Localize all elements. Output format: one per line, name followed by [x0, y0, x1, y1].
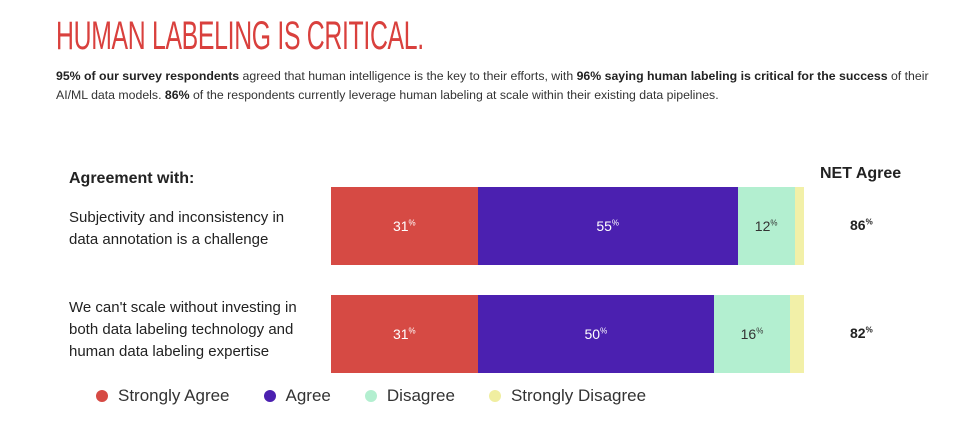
- legend-label: Strongly Agree: [118, 386, 230, 405]
- legend-swatch: [364, 390, 377, 402]
- intro-text: 95% of our survey respondents agreed tha…: [56, 69, 929, 102]
- bar-segment-strongly-agree: 31%: [331, 187, 478, 265]
- legend-label: Disagree: [386, 386, 455, 405]
- legend: Strongly Agree Agree Disagree Strongly Disa…: [96, 386, 680, 406]
- net-agree-header: NET Agree: [820, 165, 902, 182]
- page-title: HUMAN LABELING IS CRITICAL.: [56, 14, 424, 58]
- data-label: 50%: [584, 326, 608, 342]
- category-label: Subjectivity and inconsistency in data a…: [69, 209, 285, 248]
- bar-row: 31% 55% 12%: [331, 187, 804, 265]
- legend-item: Agree: [263, 386, 331, 406]
- legend-swatch: [96, 390, 108, 402]
- legend-item: Strongly Disagree: [488, 386, 647, 406]
- data-label: 16%: [740, 326, 764, 342]
- legend-item: Disagree: [364, 386, 455, 406]
- bar-segment-disagree: 12%: [737, 187, 795, 265]
- bar-row: 31% 50% 16%: [331, 295, 804, 373]
- chart-header: Agreement with:: [69, 170, 195, 187]
- bar-segment-agree: 55%: [477, 187, 738, 265]
- bar-segment-agree: 50%: [477, 295, 715, 373]
- bar-segment-strongly-agree: 31%: [331, 295, 478, 373]
- legend-item: Strongly Agree: [96, 386, 230, 406]
- legend-label: Strongly Disagree: [510, 386, 647, 405]
- data-label: 31%: [392, 218, 416, 234]
- data-label: 31%: [392, 326, 416, 342]
- net-agree-value: 82%: [850, 325, 873, 341]
- category-label: We can't scale without investing in both…: [69, 299, 297, 360]
- bar-segment-strongly-disagree: [789, 295, 804, 373]
- bar-segment-disagree: 16%: [714, 295, 790, 373]
- net-agree-value: 86%: [850, 217, 873, 233]
- data-label: 55%: [596, 218, 620, 234]
- legend-swatch: [263, 390, 276, 402]
- bar-segment-strongly-disagree: [794, 187, 804, 265]
- data-label: 12%: [754, 218, 778, 234]
- legend-swatch: [488, 390, 501, 402]
- legend-label: Agree: [285, 386, 331, 405]
